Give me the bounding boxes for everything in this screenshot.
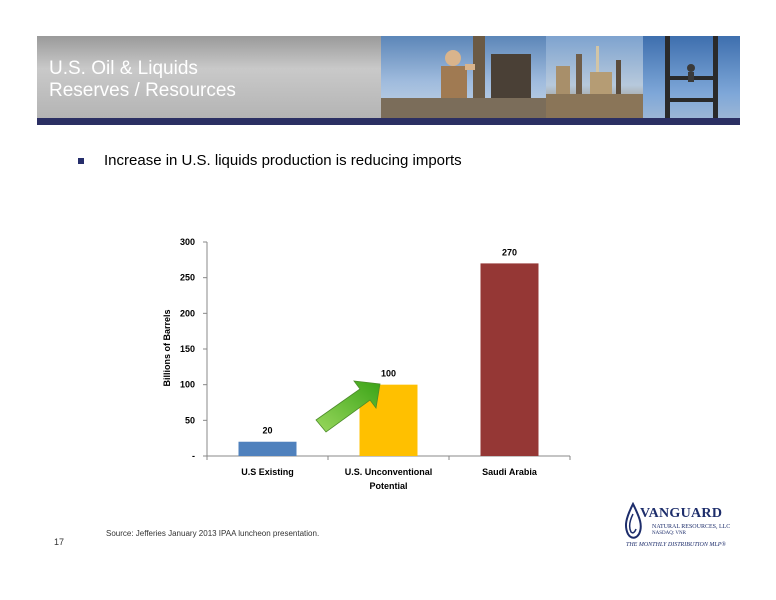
page-title: U.S. Oil & Liquids Reserves / Resources xyxy=(49,58,236,102)
x-tick-label: Saudi Arabia xyxy=(482,467,538,477)
data-label: 20 xyxy=(262,426,272,436)
data-label: 100 xyxy=(381,369,396,379)
y-tick-label: 250 xyxy=(180,273,195,283)
x-tick-label: Potential xyxy=(369,481,407,491)
refinery-photo-art xyxy=(546,46,643,118)
title-line-2: Reserves / Resources xyxy=(49,80,236,101)
logo-name: VANGUARD xyxy=(640,506,723,521)
page-number: 17 xyxy=(54,537,65,547)
x-tick-label: U.S Existing xyxy=(241,467,294,477)
y-tick-label: 200 xyxy=(180,308,195,318)
data-label: 270 xyxy=(502,247,517,257)
y-axis: - 50 100 150 200 250 300 xyxy=(180,237,208,461)
y-tick-label: 50 xyxy=(185,415,195,425)
logo-tagline: THE MONTHLY DISTRIBUTION MLP® xyxy=(626,542,726,548)
drilling-rig-photo xyxy=(643,36,740,118)
y-tick-label: 300 xyxy=(180,237,195,247)
header-accent-bar xyxy=(37,118,740,125)
oil-drop-icon xyxy=(624,502,642,539)
data-labels: 20 100 270 xyxy=(262,247,517,435)
oil-worker-photo-art xyxy=(381,36,546,118)
x-tick-label: U.S. Unconventional xyxy=(345,467,433,477)
y-tick-label: - xyxy=(192,451,195,461)
green-arrow-icon xyxy=(315,380,381,433)
bullet-text: Increase in U.S. liquids production is r… xyxy=(104,152,462,169)
title-line-1: U.S. Oil & Liquids xyxy=(49,58,198,79)
vanguard-logo: VANGUARD NATURAL RESOURCES, LLC NASDAQ: … xyxy=(622,498,732,558)
source-note: Source: Jefferies January 2013 IPAA lunc… xyxy=(106,529,320,538)
y-tick-label: 150 xyxy=(180,344,195,354)
logo-ticker: NASDAQ: VNR xyxy=(652,531,686,536)
bar-series xyxy=(238,263,539,456)
reserves-bar-chart: Billions of Barrels - 50 100 150 200 250 300 U… xyxy=(162,237,571,491)
refinery-photo xyxy=(546,36,643,118)
header-banner: U.S. Oil & Liquids Reserves / Resources xyxy=(37,36,740,118)
bar xyxy=(238,441,297,456)
x-axis: U.S Existing U.S. Unconventional Potential… xyxy=(206,455,571,491)
bar xyxy=(480,263,539,456)
drilling-rig-photo-art xyxy=(665,36,718,118)
bullet-square-icon xyxy=(78,158,84,164)
logo-subtitle: NATURAL RESOURCES, LLC xyxy=(652,524,731,530)
y-axis-label: Billions of Barrels xyxy=(162,309,172,386)
y-tick-label: 100 xyxy=(180,380,195,390)
oil-worker-photo xyxy=(381,36,546,118)
